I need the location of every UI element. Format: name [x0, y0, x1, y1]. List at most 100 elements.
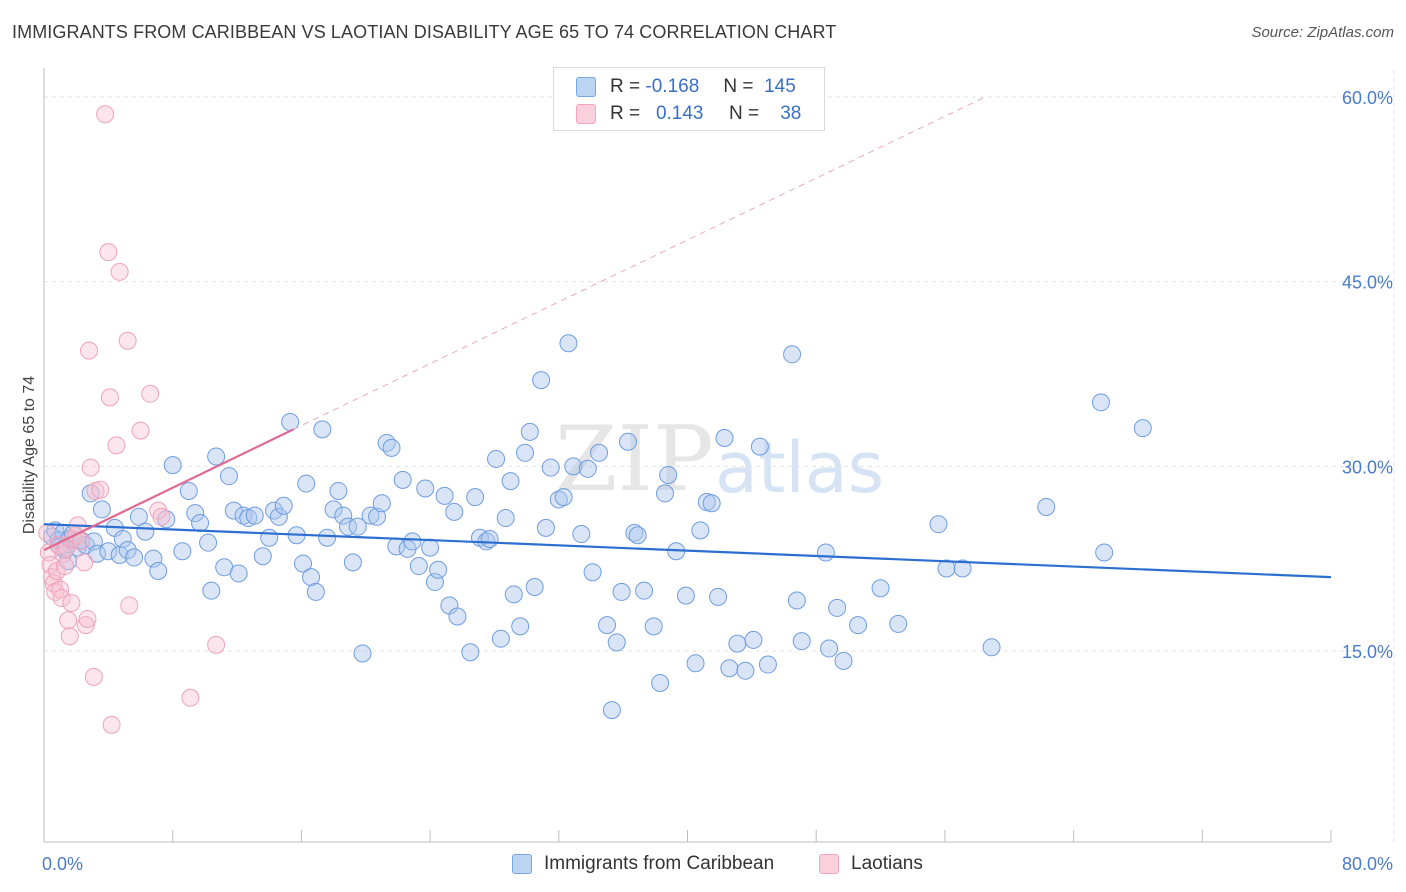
- caribbean-point: [655, 484, 674, 503]
- caribbean-point: [466, 488, 485, 507]
- series-caribbean-points: [43, 334, 1152, 720]
- caribbean-point: [113, 529, 132, 548]
- caribbean-point: [416, 479, 435, 498]
- caribbean-point: [783, 345, 802, 364]
- laotian-point: [91, 480, 110, 499]
- laotian-point: [84, 667, 103, 686]
- caribbean-point: [598, 616, 617, 635]
- caribbean-point: [504, 585, 523, 604]
- laotian-point: [207, 635, 226, 654]
- caribbean-point: [318, 528, 337, 547]
- caribbean-point: [173, 542, 192, 561]
- caribbean-point: [445, 502, 464, 521]
- caribbean-point: [715, 429, 734, 448]
- caribbean-point: [871, 579, 890, 598]
- caribbean-point: [382, 438, 401, 457]
- watermark-atlas: atlas: [715, 427, 884, 509]
- caribbean-point: [253, 547, 272, 566]
- watermark: ZIP atlas: [555, 407, 884, 512]
- caribbean-point: [220, 467, 239, 486]
- laotian-point: [59, 611, 78, 630]
- caribbean-point: [297, 474, 316, 493]
- chart-title: IMMIGRANTS FROM CARIBBEAN VS LAOTIAN DIS…: [12, 22, 837, 42]
- laotian-point: [76, 616, 95, 635]
- caribbean-point: [564, 457, 583, 476]
- caribbean-point: [269, 507, 288, 526]
- legend-n-value: 145: [764, 76, 796, 97]
- caribbean-point: [118, 541, 137, 560]
- laotian-point: [80, 341, 99, 360]
- caribbean-point: [186, 504, 205, 523]
- caribbean-point: [99, 542, 118, 561]
- caribbean-point: [937, 559, 956, 578]
- caribbean-point: [618, 432, 637, 451]
- caribbean-point: [199, 533, 218, 552]
- caribbean-point: [929, 515, 948, 534]
- legend-n-label: N =: [723, 76, 754, 97]
- caribbean-point: [361, 506, 380, 525]
- caribbean-point: [559, 334, 578, 353]
- bottom-legend-caribbean: Immigrants from Caribbean: [512, 851, 774, 877]
- legend-r-value: 0.143: [655, 103, 704, 124]
- caribbean-point: [982, 638, 1001, 657]
- caribbean-point: [849, 616, 868, 635]
- caribbean-point: [659, 465, 678, 484]
- caribbean-point: [496, 509, 515, 528]
- caribbean-point: [348, 517, 367, 536]
- caribbean-point: [1133, 419, 1152, 438]
- legend-n-label: N =: [728, 103, 760, 124]
- bottom-legend-laotian: Laotians: [819, 851, 923, 877]
- legend-row-laotian: R = 0.143 N = 38: [576, 102, 801, 126]
- caribbean-point: [744, 630, 763, 649]
- bottom-legend-swatch-caribbean: [512, 854, 532, 874]
- caribbean-point: [578, 459, 597, 478]
- caribbean-point: [572, 525, 591, 544]
- caribbean-point: [651, 674, 670, 693]
- caribbean-point: [607, 633, 626, 652]
- caribbean-point: [787, 591, 806, 610]
- x-tick-label: 0.0%: [42, 854, 83, 874]
- laotian-point: [100, 388, 119, 407]
- caribbean-point: [532, 371, 551, 390]
- legend-n-value: 38: [780, 103, 802, 124]
- caribbean-point: [491, 629, 510, 648]
- laotian-point: [131, 421, 150, 440]
- caribbean-point: [245, 506, 264, 525]
- x-tick-labels: 0.0% 80.0%: [42, 854, 1393, 874]
- laotian-trend-line: [43, 428, 294, 552]
- laotian-point: [62, 593, 81, 612]
- laotian-point: [81, 458, 100, 477]
- caribbean-point: [393, 470, 412, 489]
- y-axis-title: Disability Age 65 to 74: [21, 376, 38, 534]
- laotian-point: [181, 688, 200, 707]
- caribbean-point: [260, 528, 279, 547]
- caribbean-point: [191, 513, 210, 532]
- caribbean-point: [758, 655, 777, 674]
- caribbean-point: [294, 554, 313, 573]
- trend-lines: [43, 96, 1332, 579]
- caribbean-point: [202, 581, 221, 600]
- caribbean-point: [644, 617, 663, 636]
- caribbean-point: [541, 458, 560, 477]
- caribbean-point: [224, 501, 243, 520]
- watermark-zip: ZIP: [555, 407, 714, 512]
- caribbean-point: [435, 486, 454, 505]
- caribbean-point: [81, 484, 100, 503]
- laotian-point: [60, 627, 79, 646]
- laotian-point: [141, 384, 160, 403]
- caribbean-point: [207, 447, 226, 466]
- caribbean-point: [461, 643, 480, 662]
- laotian-point: [99, 243, 118, 262]
- caribbean-point: [536, 518, 555, 537]
- x-tick-label: 80.0%: [1342, 854, 1393, 874]
- caribbean-point: [889, 614, 908, 633]
- y-tick-label: 45.0%: [1342, 273, 1393, 293]
- caribbean-point: [448, 607, 467, 626]
- laotian-point: [120, 596, 139, 615]
- caribbean-point: [274, 496, 293, 515]
- caribbean-point: [329, 481, 348, 500]
- caribbean-point: [728, 634, 747, 653]
- y-tick-label: 60.0%: [1342, 88, 1393, 108]
- caribbean-point: [525, 577, 544, 596]
